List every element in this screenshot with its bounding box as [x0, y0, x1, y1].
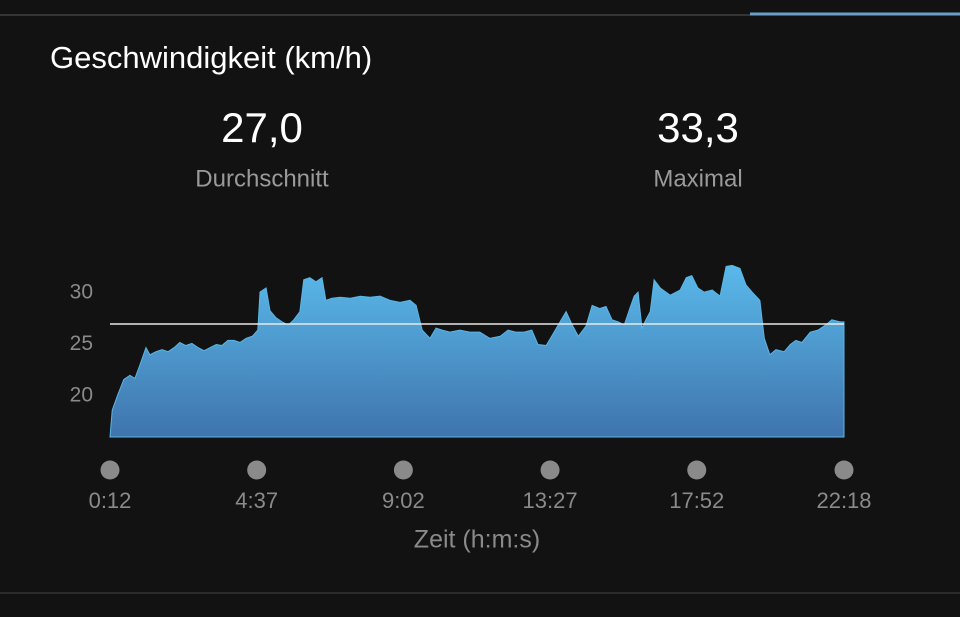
y-tick-label: 20	[70, 383, 93, 406]
x-tick-label: 17:52	[669, 488, 724, 513]
stat-caption: Durchschnitt	[195, 165, 329, 192]
stat-caption: Maximal	[653, 165, 742, 192]
x-tick-label: 22:18	[816, 488, 871, 513]
x-tick-label: 9:02	[382, 488, 425, 513]
x-tick-dot	[834, 460, 854, 480]
x-tick-dot	[687, 460, 707, 480]
x-axis-label: Zeit (h:m:s)	[414, 526, 540, 554]
y-tick-label: 30	[70, 281, 93, 304]
card-title: Geschwindigkeit (km/h)	[50, 40, 372, 75]
x-tick-label: 13:27	[523, 488, 578, 513]
speed-area	[109, 264, 845, 438]
x-tick-label: 0:12	[89, 488, 132, 513]
x-tick-dot	[393, 460, 413, 480]
stat-value: 33,3	[657, 104, 739, 151]
x-tick-dot	[247, 460, 267, 480]
x-tick-label: 4:37	[235, 488, 278, 513]
x-tick-dot	[100, 460, 120, 480]
x-tick-dot	[540, 460, 560, 480]
y-tick-label: 25	[70, 332, 93, 355]
stat-value: 27,0	[221, 104, 303, 151]
